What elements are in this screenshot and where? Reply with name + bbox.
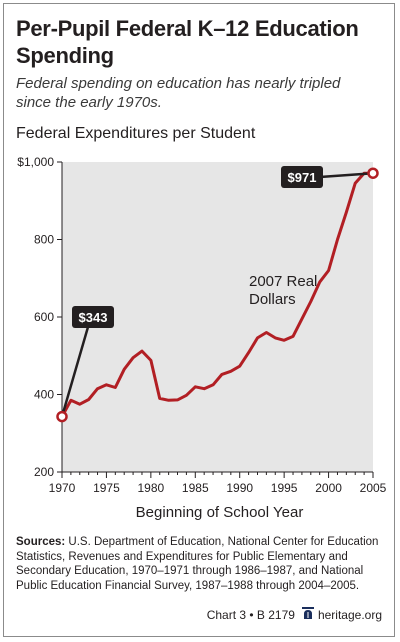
x-tick-label: 1980: [138, 481, 165, 495]
chart-heading: Federal Expenditures per Student: [16, 125, 256, 142]
series-label-line: 2007 Real: [249, 273, 317, 290]
series-label-line: Dollars: [249, 291, 296, 308]
endpoint-marker: [367, 167, 379, 179]
y-tick-label: 800: [34, 233, 54, 247]
footer: Chart 3 • B 2179 heritage.org: [207, 606, 382, 624]
liberty-bell-icon: [301, 606, 315, 624]
callout-leader: [60, 326, 90, 417]
callout-leader: [319, 171, 374, 179]
chart-subtitle: Federal spending on education has nearly…: [16, 75, 341, 111]
chart-title: Per-Pupil Federal K–12 Education Spendin…: [16, 16, 359, 68]
callout-label: $971: [288, 170, 317, 185]
site-name: heritage.org: [317, 608, 382, 622]
x-tick-label: 2005: [360, 481, 387, 495]
sources-label: Sources:: [16, 536, 66, 548]
series-label: 2007 Real Dollars: [249, 273, 317, 308]
y-tick-label: $1,000: [17, 155, 54, 169]
callout-label: $343: [79, 310, 108, 325]
callout-box: [72, 306, 114, 328]
sources-text: U.S. Department of Education, National C…: [16, 536, 379, 592]
x-axis-title: Beginning of School Year: [136, 504, 304, 521]
x-tick-label: 1970: [49, 481, 76, 495]
x-tick-label: 1975: [93, 481, 120, 495]
x-tick-label: 1985: [182, 481, 209, 495]
line-chart: 200 400 600 800 $1,000 1970 1975 1980 1985 1990 19…: [17, 155, 387, 521]
callout-box: [281, 166, 323, 188]
x-tick-label: 2000: [315, 481, 342, 495]
x-tick-label: 1995: [271, 481, 298, 495]
y-tick-label: 400: [34, 388, 54, 402]
y-tick-label: 600: [34, 310, 54, 324]
endpoint-marker: [56, 410, 68, 423]
series-line: [60, 171, 375, 419]
chart-reference: Chart 3 • B 2179: [206, 608, 295, 622]
x-tick-label: 1990: [226, 481, 253, 495]
y-tick-label: 200: [34, 465, 54, 479]
sources-note: Sources: U.S. Department of Education, N…: [16, 535, 386, 593]
